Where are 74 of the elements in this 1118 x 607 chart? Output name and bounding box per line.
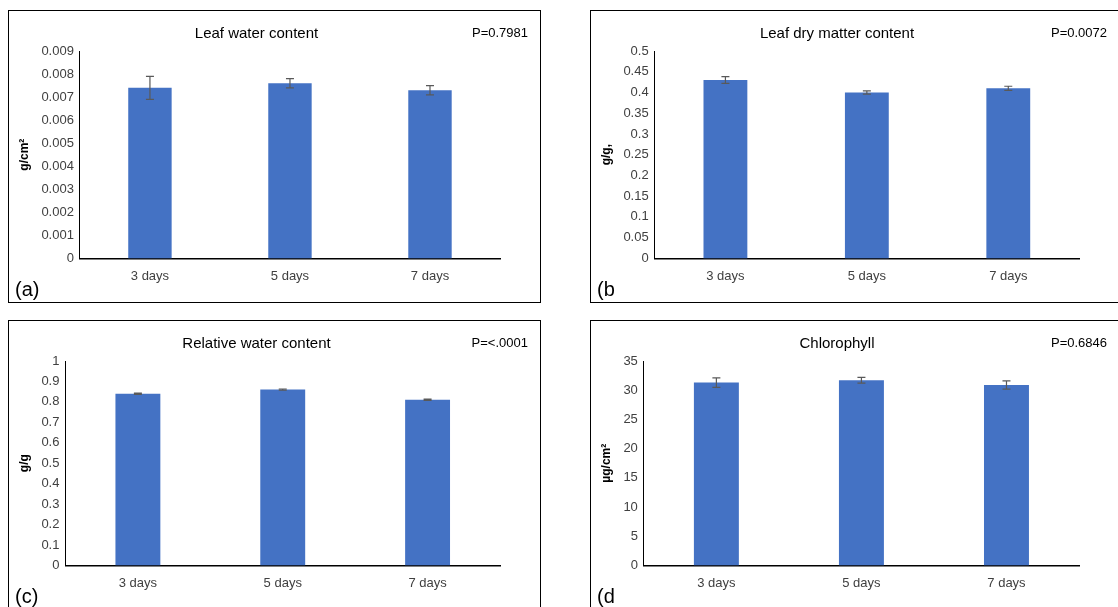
y-tick-label: 0.45 — [623, 63, 649, 79]
y-tick-label: 1 — [52, 352, 60, 368]
x-tick-label: 5 days — [263, 574, 303, 590]
x-tick-label: 7 days — [987, 574, 1027, 590]
y-tick-label: 0.1 — [41, 536, 60, 552]
bar — [268, 83, 312, 259]
x-tick-label: 3 days — [697, 574, 737, 590]
y-tick-label: 0.4 — [41, 475, 60, 491]
y-tick-label: 15 — [623, 469, 638, 485]
y-tick-label: 0.35 — [623, 104, 649, 120]
y-tick-label: 0.5 — [41, 454, 60, 470]
chart-title: Leaf water content — [194, 24, 320, 42]
y-tick-label: 0.4 — [630, 84, 649, 100]
y-tick-label: 0.004 — [41, 157, 74, 173]
y-tick-label: 0.1 — [630, 208, 649, 224]
y-tick-label: 0.2 — [630, 167, 649, 183]
y-tick-label: 20 — [623, 440, 638, 456]
text: P=<.0001 — [471, 335, 528, 351]
text: (a) — [15, 277, 40, 300]
y-tick-label: 0.5 — [630, 42, 649, 58]
y-tick-label: 0 — [641, 249, 649, 265]
text: (d — [597, 584, 615, 607]
y-tick-label: 0.005 — [41, 134, 74, 150]
text: P=0.6846 — [1050, 335, 1107, 351]
y-tick-label: 0.9 — [41, 373, 60, 389]
y-tick-label: 0.8 — [41, 393, 60, 409]
y-tick-label: 0.7 — [41, 413, 60, 429]
text: (b — [597, 277, 615, 300]
chart-title: Leaf dry matter content — [759, 24, 915, 42]
y-tick-label: 0.006 — [41, 111, 74, 127]
text: (c) — [15, 584, 39, 607]
bar — [405, 399, 451, 566]
y-tick-label: 0.25 — [623, 146, 649, 162]
y-tick-label: 0 — [630, 556, 638, 572]
x-tick-label: 5 days — [847, 267, 887, 283]
x-tick-label: 7 days — [989, 267, 1028, 283]
y-tick-label: 0.3 — [41, 495, 60, 511]
y-axis-title: g/g — [16, 454, 31, 473]
y-tick-label: 0.007 — [41, 88, 74, 104]
y-tick-label: 10 — [623, 498, 638, 514]
x-tick-label: 3 days — [706, 267, 746, 283]
y-tick-label: 0 — [66, 249, 74, 265]
x-tick-label: 7 days — [410, 267, 450, 283]
bar — [128, 87, 172, 259]
y-tick-label: 0.003 — [41, 180, 74, 196]
y-tick-label: 0.2 — [41, 516, 60, 532]
text: P=0.0072 — [1050, 25, 1107, 41]
y-tick-label: 0.001 — [41, 226, 74, 242]
x-tick-label: 5 days — [270, 267, 310, 283]
bar — [260, 389, 306, 566]
y-tick-label: 30 — [623, 381, 638, 397]
x-tick-label: 3 days — [130, 267, 170, 283]
bar — [408, 90, 452, 259]
y-tick-label: 0.3 — [630, 125, 649, 141]
y-tick-label: 0.05 — [623, 229, 649, 245]
y-tick-label: 0.009 — [41, 42, 74, 58]
y-tick-label: 35 — [623, 352, 638, 368]
y-axis-title: g/g, — [598, 144, 613, 166]
y-tick-label: 0.15 — [623, 187, 649, 203]
y-axis-title: µg/cm² — [598, 443, 613, 483]
bar — [115, 393, 161, 566]
chart-title: Chlorophyll — [799, 334, 875, 352]
y-tick-label: 5 — [630, 527, 638, 543]
text: P=0.7981 — [471, 25, 528, 41]
y-tick-label: 25 — [623, 410, 638, 426]
y-axis-title: g/cm² — [16, 138, 31, 171]
y-tick-label: 0.6 — [41, 434, 60, 450]
y-tick-label: 0 — [52, 556, 60, 572]
x-tick-label: 3 days — [118, 574, 158, 590]
y-tick-label: 0.002 — [41, 203, 74, 219]
chart-title: Relative water content — [182, 334, 332, 352]
x-tick-label: 5 days — [842, 574, 882, 590]
x-tick-label: 7 days — [408, 574, 448, 590]
y-tick-label: 0.008 — [41, 65, 74, 81]
